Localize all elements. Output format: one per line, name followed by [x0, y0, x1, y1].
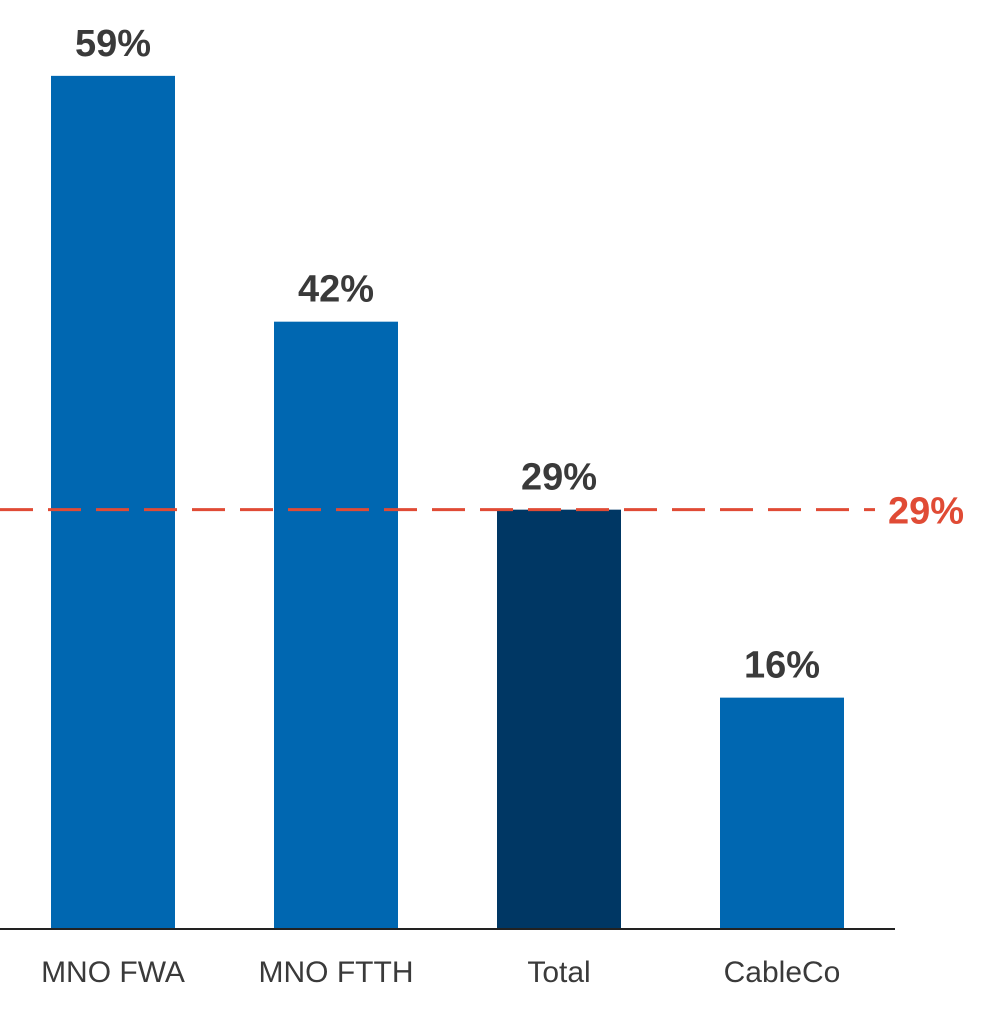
value-labels: 59% 42% 29% 16%	[75, 23, 820, 687]
value-label-mno-fwa: 59%	[75, 23, 151, 65]
category-label-cableco: CableCo	[724, 956, 841, 989]
value-label-total: 29%	[521, 457, 597, 499]
value-label-cableco: 16%	[744, 645, 820, 687]
value-label-mno-ftth: 42%	[298, 269, 374, 311]
bars	[51, 75, 844, 930]
bar-mno-ftth	[274, 321, 398, 929]
reference-line-group: 29%	[0, 491, 964, 533]
bar-total	[497, 509, 621, 929]
category-label-mno-fwa: MNO FWA	[41, 956, 185, 989]
reference-line-label: 29%	[888, 491, 964, 533]
category-label-mno-ftth: MNO FTTH	[259, 956, 414, 989]
bar-mno-fwa	[51, 75, 175, 930]
category-label-total: Total	[527, 956, 590, 989]
bar-cableco	[720, 697, 844, 929]
category-labels: MNO FWA MNO FTTH Total CableCo	[41, 956, 840, 989]
